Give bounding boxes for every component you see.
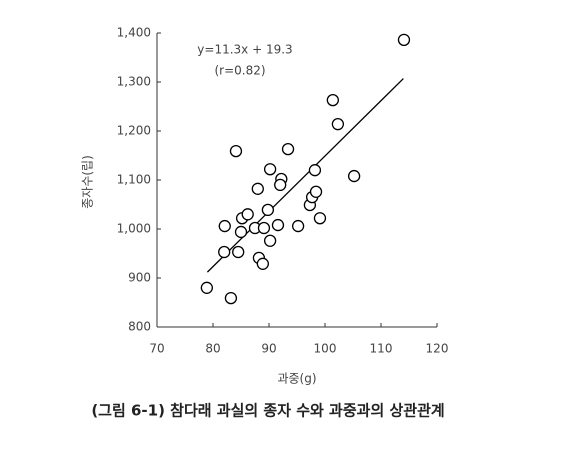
point bbox=[263, 234, 277, 247]
point bbox=[261, 203, 275, 217]
point bbox=[218, 219, 231, 233]
point bbox=[218, 245, 231, 259]
point bbox=[271, 218, 285, 232]
point bbox=[257, 221, 271, 235]
point bbox=[232, 245, 245, 259]
point bbox=[251, 182, 264, 195]
trend-line bbox=[206, 78, 404, 273]
point bbox=[229, 144, 243, 158]
point bbox=[291, 219, 305, 233]
point bbox=[234, 225, 248, 239]
annotation: y=11.3x + 19.3 bbox=[197, 43, 292, 57]
y-tick-label: 900 bbox=[128, 271, 151, 285]
point bbox=[313, 212, 327, 225]
point bbox=[347, 169, 361, 183]
point bbox=[331, 117, 345, 131]
x-tick-label: 80 bbox=[205, 342, 220, 356]
y-tick-label: 1,400 bbox=[117, 26, 151, 40]
point bbox=[281, 142, 295, 156]
point bbox=[241, 208, 254, 221]
y-tick-label: 800 bbox=[128, 320, 151, 334]
point bbox=[308, 164, 322, 177]
point bbox=[263, 163, 277, 176]
y-tick-label: 1,200 bbox=[117, 124, 151, 138]
x-tick-label: 110 bbox=[370, 342, 393, 356]
x-tick-label: 70 bbox=[149, 342, 164, 356]
y-tick-label: 1,300 bbox=[117, 75, 151, 89]
point bbox=[397, 33, 411, 47]
point bbox=[200, 281, 213, 294]
point bbox=[224, 291, 238, 305]
x-tick-label: 100 bbox=[314, 342, 337, 356]
caption: (그림 6-1) 참다래 과실의 종자 수와 과중과의 상관관계 bbox=[91, 402, 444, 420]
point bbox=[256, 257, 269, 270]
y-tick-label: 1,000 bbox=[117, 222, 151, 236]
point bbox=[326, 93, 339, 107]
y-axis-label: 종자수(립) bbox=[81, 155, 95, 209]
point bbox=[309, 185, 323, 198]
annotation: (r=0.82) bbox=[214, 64, 265, 78]
y-tick-label: 1,100 bbox=[117, 173, 151, 187]
x-axis-label: 과중(g) bbox=[277, 372, 316, 386]
x-tick-label: 120 bbox=[426, 342, 449, 356]
x-tick-label: 90 bbox=[261, 342, 276, 356]
point bbox=[274, 178, 287, 192]
